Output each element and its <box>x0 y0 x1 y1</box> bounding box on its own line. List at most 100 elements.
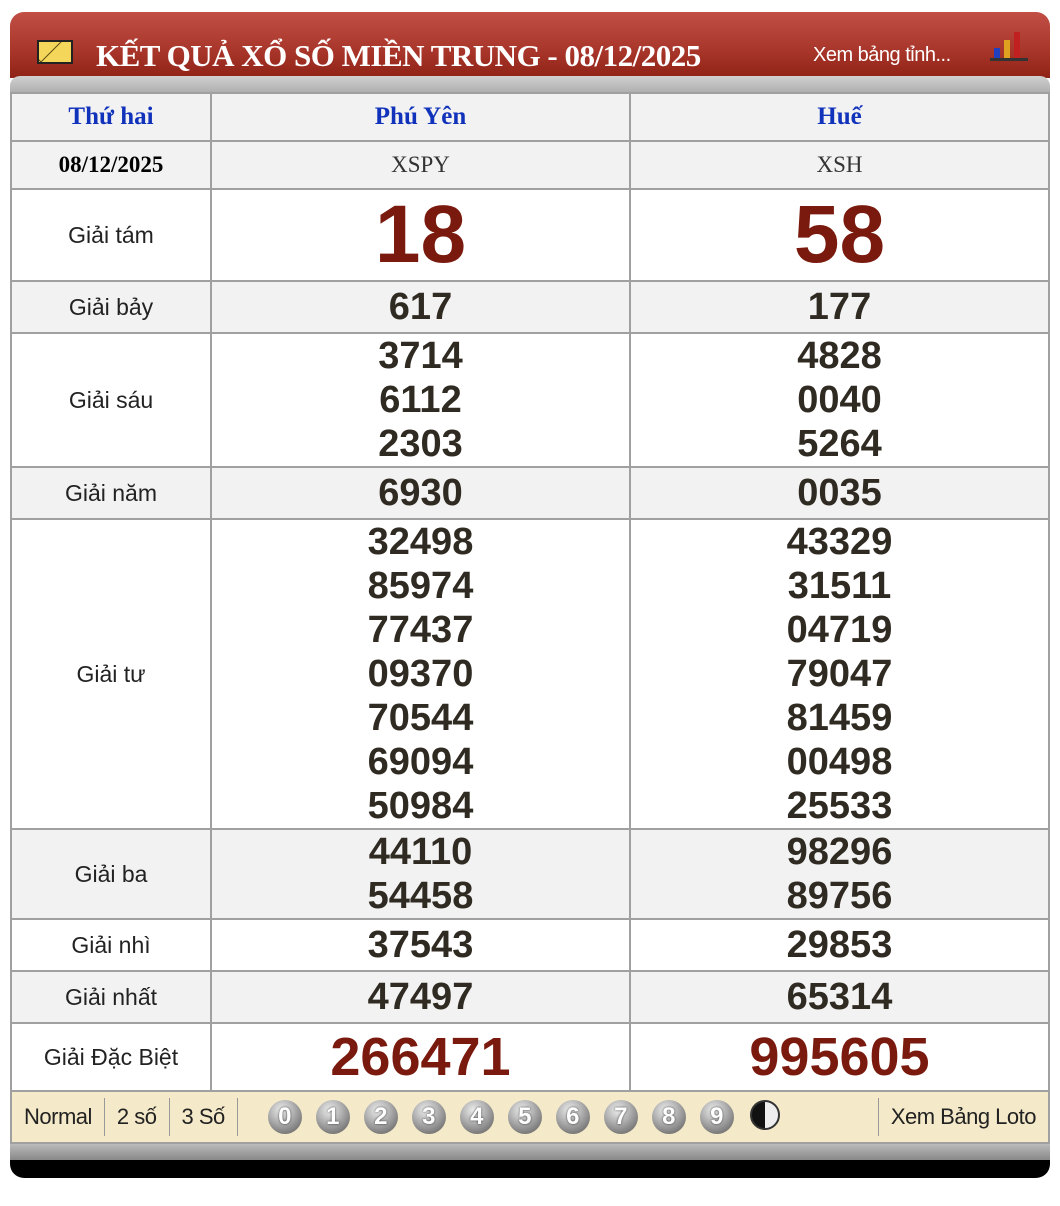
prize-number: 0035 <box>797 472 882 514</box>
digit-filter-button[interactable]: 1 <box>315 1100 350 1134</box>
page-title: KẾT QUẢ XỔ SỐ MIỀN TRUNG - 08/12/2025 <box>96 38 701 73</box>
prize-cell: 98296 89756 <box>629 828 1050 920</box>
prize-label: Giải nhì <box>10 918 212 972</box>
prize-cell: 177 <box>629 280 1050 334</box>
tab-3-so[interactable]: 3 Số <box>170 1098 238 1136</box>
footer-divider <box>10 1144 1050 1160</box>
province-hue[interactable]: Huế <box>629 92 1050 142</box>
prize-cell: 47497 <box>210 970 631 1024</box>
results-table: Thứ hai Phú Yên Huế 08/12/2025 XSPY XSH … <box>10 92 1050 1092</box>
digit-filter-button[interactable]: 7 <box>603 1100 638 1134</box>
envelope-icon <box>37 40 73 64</box>
tab-2-so[interactable]: 2 số <box>105 1098 170 1136</box>
prize-label: Giải năm <box>10 466 212 520</box>
prize-row: Giải năm 6930 0035 <box>10 466 1050 520</box>
prize-number: 98296 <box>786 831 893 873</box>
prize-number: 5264 <box>797 423 882 465</box>
prize-number: 6930 <box>378 472 463 514</box>
prize-number: 79047 <box>786 653 893 695</box>
prize-cell: 65314 <box>629 970 1050 1024</box>
prize-number: 177 <box>807 286 872 328</box>
digit-filter-button[interactable]: 0 <box>267 1100 302 1134</box>
digit-filter-button[interactable]: 9 <box>699 1100 734 1134</box>
prize-number: 0040 <box>797 379 882 421</box>
prize-label: Giải sáu <box>10 332 212 468</box>
prize-cell: 44110 54458 <box>210 828 631 920</box>
prize-cell: 995605 <box>629 1022 1050 1092</box>
prize-label: Giải Đặc Biệt <box>10 1022 212 1092</box>
prize-cell: 6930 <box>210 466 631 520</box>
prize-cell: 4828 0040 5264 <box>629 332 1050 468</box>
province-code: XSH <box>629 140 1050 190</box>
prize-number: 69094 <box>367 741 474 783</box>
prize-number: 77437 <box>367 609 474 651</box>
header-bar: KẾT QUẢ XỔ SỐ MIỀN TRUNG - 08/12/2025 Xe… <box>10 12 1050 78</box>
yin-yang-icon[interactable] <box>749 1100 780 1130</box>
prize-number: 09370 <box>367 653 474 695</box>
prize-cell: 37543 <box>210 918 631 972</box>
prize-row: Giải sáu 3714 6112 2303 4828 0040 5264 <box>10 332 1050 468</box>
prize-number: 00498 <box>786 741 893 783</box>
prize-number: 6112 <box>379 379 462 421</box>
prize-row: Giải tư 32498 85974 77437 09370 70544 69094 509… <box>10 518 1050 830</box>
prize-cell: 29853 <box>629 918 1050 972</box>
prize-number: 04719 <box>786 609 893 651</box>
day-cell: Thứ hai <box>10 92 212 142</box>
results-box: KẾT QUẢ XỔ SỐ MIỀN TRUNG - 08/12/2025 Xe… <box>10 12 1050 1178</box>
prize-number: 43329 <box>786 521 893 563</box>
footer-bar <box>10 1160 1050 1178</box>
tab-normal[interactable]: Normal <box>12 1098 105 1136</box>
prize-number: 18 <box>374 189 467 280</box>
prize-label: Giải ba <box>10 828 212 920</box>
prize-cell: 0035 <box>629 466 1050 520</box>
province-header-row: Thứ hai Phú Yên Huế <box>10 92 1050 142</box>
prize-number: 2303 <box>378 423 463 465</box>
province-phu-yen[interactable]: Phú Yên <box>210 92 631 142</box>
digit-filter-button[interactable]: 4 <box>459 1100 494 1134</box>
prize-cell: 617 <box>210 280 631 334</box>
prize-label: Giải bảy <box>10 280 212 334</box>
prize-number: 89756 <box>786 875 893 917</box>
prize-row: Giải nhất 47497 65314 <box>10 970 1050 1024</box>
prize-cell: 18 <box>210 188 631 282</box>
prize-number: 617 <box>388 286 453 328</box>
view-province-link[interactable]: Xem bảng tỉnh... <box>813 44 951 66</box>
prize-number: 995605 <box>749 1027 930 1087</box>
prize-number: 58 <box>793 189 886 280</box>
prize-number: 54458 <box>367 875 474 917</box>
prize-label: Giải nhất <box>10 970 212 1024</box>
prize-number: 44110 <box>368 831 473 873</box>
prize-number: 85974 <box>367 565 474 607</box>
prize-number: 47497 <box>367 976 474 1018</box>
date-row: 08/12/2025 XSPY XSH <box>10 140 1050 190</box>
prize-number: 25533 <box>786 785 893 827</box>
digit-filter-button[interactable]: 2 <box>363 1100 398 1134</box>
digit-filter-button[interactable]: 8 <box>651 1100 686 1134</box>
prize-cell: 3714 6112 2303 <box>210 332 631 468</box>
prize-cell: 32498 85974 77437 09370 70544 69094 50984 <box>210 518 631 830</box>
prize-cell: 266471 <box>210 1022 631 1092</box>
header-divider <box>10 76 1050 92</box>
digit-filter-button[interactable]: 3 <box>411 1100 446 1134</box>
prize-row: Giải ba 44110 54458 98296 89756 <box>10 828 1050 920</box>
prize-cell: 43329 31511 04719 79047 81459 00498 25533 <box>629 518 1050 830</box>
date-cell: 08/12/2025 <box>10 140 212 190</box>
prize-number: 37543 <box>367 924 474 966</box>
prize-number: 70544 <box>367 697 474 739</box>
prize-number: 4828 <box>797 335 882 377</box>
bar-chart-icon[interactable] <box>990 30 1028 62</box>
prize-row: Giải bảy 617 177 <box>10 280 1050 334</box>
prize-number: 266471 <box>330 1027 511 1087</box>
prize-row: Giải tám 18 58 <box>10 188 1050 282</box>
prize-number: 3714 <box>378 335 463 377</box>
digit-filter-button[interactable]: 6 <box>555 1100 590 1134</box>
prize-label: Giải tám <box>10 188 212 282</box>
prize-cell: 58 <box>629 188 1050 282</box>
digit-filter-button[interactable]: 5 <box>507 1100 542 1134</box>
view-loto-link[interactable]: Xem Bảng Loto <box>877 1098 1048 1136</box>
prize-number: 31511 <box>787 565 892 607</box>
province-code: XSPY <box>210 140 631 190</box>
prize-row: Giải nhì 37543 29853 <box>10 918 1050 972</box>
prize-number: 81459 <box>786 697 893 739</box>
